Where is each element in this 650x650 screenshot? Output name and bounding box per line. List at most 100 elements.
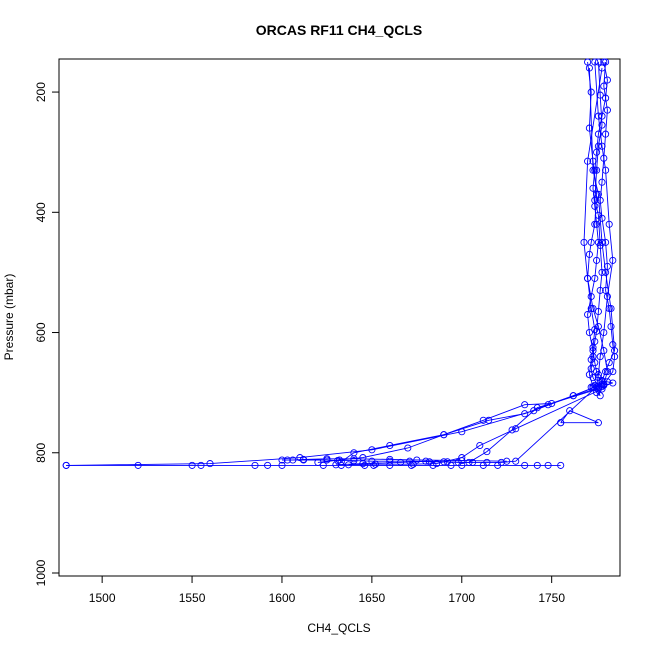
- data-point: [594, 58, 602, 66]
- data-point: [278, 456, 286, 464]
- data-point: [589, 304, 597, 313]
- data-point: [598, 178, 606, 186]
- data-point: [458, 454, 466, 462]
- data-point: [465, 458, 473, 466]
- data-point: [602, 166, 610, 174]
- series-line: [348, 388, 603, 466]
- data-point: [593, 166, 601, 174]
- data-point: [596, 353, 604, 361]
- data-point: [600, 347, 608, 355]
- data-point: [587, 365, 595, 373]
- series-line: [292, 458, 507, 462]
- data-point: [289, 456, 297, 464]
- data-point: [397, 458, 405, 466]
- data-point: [609, 256, 617, 264]
- data-point: [591, 196, 599, 204]
- series-1: [62, 461, 565, 469]
- data-point: [594, 190, 602, 198]
- data-point: [584, 310, 592, 319]
- data-point: [611, 347, 619, 355]
- data-point: [602, 130, 610, 138]
- data-point: [429, 461, 437, 469]
- data-point: [548, 399, 556, 408]
- series-line: [66, 61, 613, 466]
- data-point: [594, 130, 602, 138]
- data-point: [589, 374, 597, 382]
- data-point: [283, 456, 291, 464]
- data-point: [479, 416, 487, 424]
- data-point: [600, 154, 608, 162]
- data-point: [314, 458, 322, 466]
- series-layer: [62, 58, 619, 469]
- data-point: [594, 419, 602, 427]
- series-0: [62, 58, 617, 469]
- data-point: [591, 337, 599, 346]
- data-point: [503, 457, 511, 465]
- data-point: [335, 456, 344, 464]
- data-point: [587, 238, 595, 246]
- data-point: [594, 142, 602, 150]
- data-point: [602, 94, 610, 102]
- y-axis: 200 400 600 800 1000: [34, 82, 60, 586]
- data-point: [596, 286, 604, 294]
- series-6: [587, 58, 606, 391]
- data-point: [512, 457, 520, 465]
- data-point: [585, 328, 593, 337]
- x-tick-label: 1650: [359, 591, 386, 605]
- y-tick-label: 1000: [34, 559, 48, 586]
- series-8: [585, 64, 619, 392]
- data-point: [598, 238, 606, 246]
- data-point: [544, 401, 552, 409]
- data-point: [386, 441, 394, 450]
- data-point: [585, 250, 593, 258]
- data-point: [512, 425, 520, 433]
- y-tick-label: 800: [34, 442, 48, 462]
- data-point: [598, 121, 606, 129]
- data-point: [188, 461, 196, 469]
- data-point: [440, 431, 448, 439]
- data-point: [296, 454, 304, 462]
- data-point: [544, 461, 552, 469]
- x-tick-label: 1600: [269, 591, 296, 605]
- data-point: [594, 322, 602, 331]
- series-line: [583, 67, 608, 385]
- data-point: [594, 112, 602, 120]
- data-point: [350, 449, 358, 457]
- series-9: [580, 64, 611, 388]
- data-point: [600, 328, 608, 337]
- y-tick-label: 600: [34, 322, 48, 342]
- data-point: [557, 419, 565, 427]
- data-point: [587, 304, 595, 313]
- data-point: [278, 461, 286, 469]
- series-2: [278, 378, 606, 466]
- series-line: [594, 61, 614, 387]
- data-point: [609, 379, 617, 387]
- data-point: [598, 142, 606, 150]
- data-point: [206, 460, 214, 468]
- data-point: [584, 157, 592, 165]
- data-point: [589, 166, 597, 174]
- data-point: [591, 166, 599, 174]
- data-point: [589, 353, 597, 361]
- data-point: [600, 380, 608, 388]
- data-point: [600, 82, 608, 90]
- x-axis-label: CH4_QCLS: [307, 621, 370, 635]
- data-point: [264, 461, 272, 469]
- data-point: [587, 88, 595, 96]
- data-point: [598, 380, 606, 388]
- data-point: [602, 368, 610, 376]
- data-point: [594, 211, 602, 219]
- series-14: [344, 385, 606, 469]
- data-point: [591, 58, 599, 66]
- data-point: [521, 401, 529, 409]
- data-point: [359, 460, 367, 468]
- series-13: [332, 385, 602, 469]
- data-point: [602, 268, 610, 276]
- data-point: [476, 441, 484, 450]
- data-point: [557, 461, 565, 469]
- series-line: [335, 388, 599, 466]
- data-point: [533, 404, 541, 412]
- series-line: [599, 61, 616, 386]
- x-tick-label: 1550: [179, 591, 206, 605]
